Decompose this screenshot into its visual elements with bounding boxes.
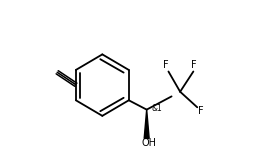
Text: F: F [163,60,169,70]
Text: F: F [191,60,197,70]
Text: F: F [198,106,203,116]
Text: &1: &1 [151,104,162,113]
Polygon shape [144,110,149,138]
Text: OH: OH [142,138,156,148]
